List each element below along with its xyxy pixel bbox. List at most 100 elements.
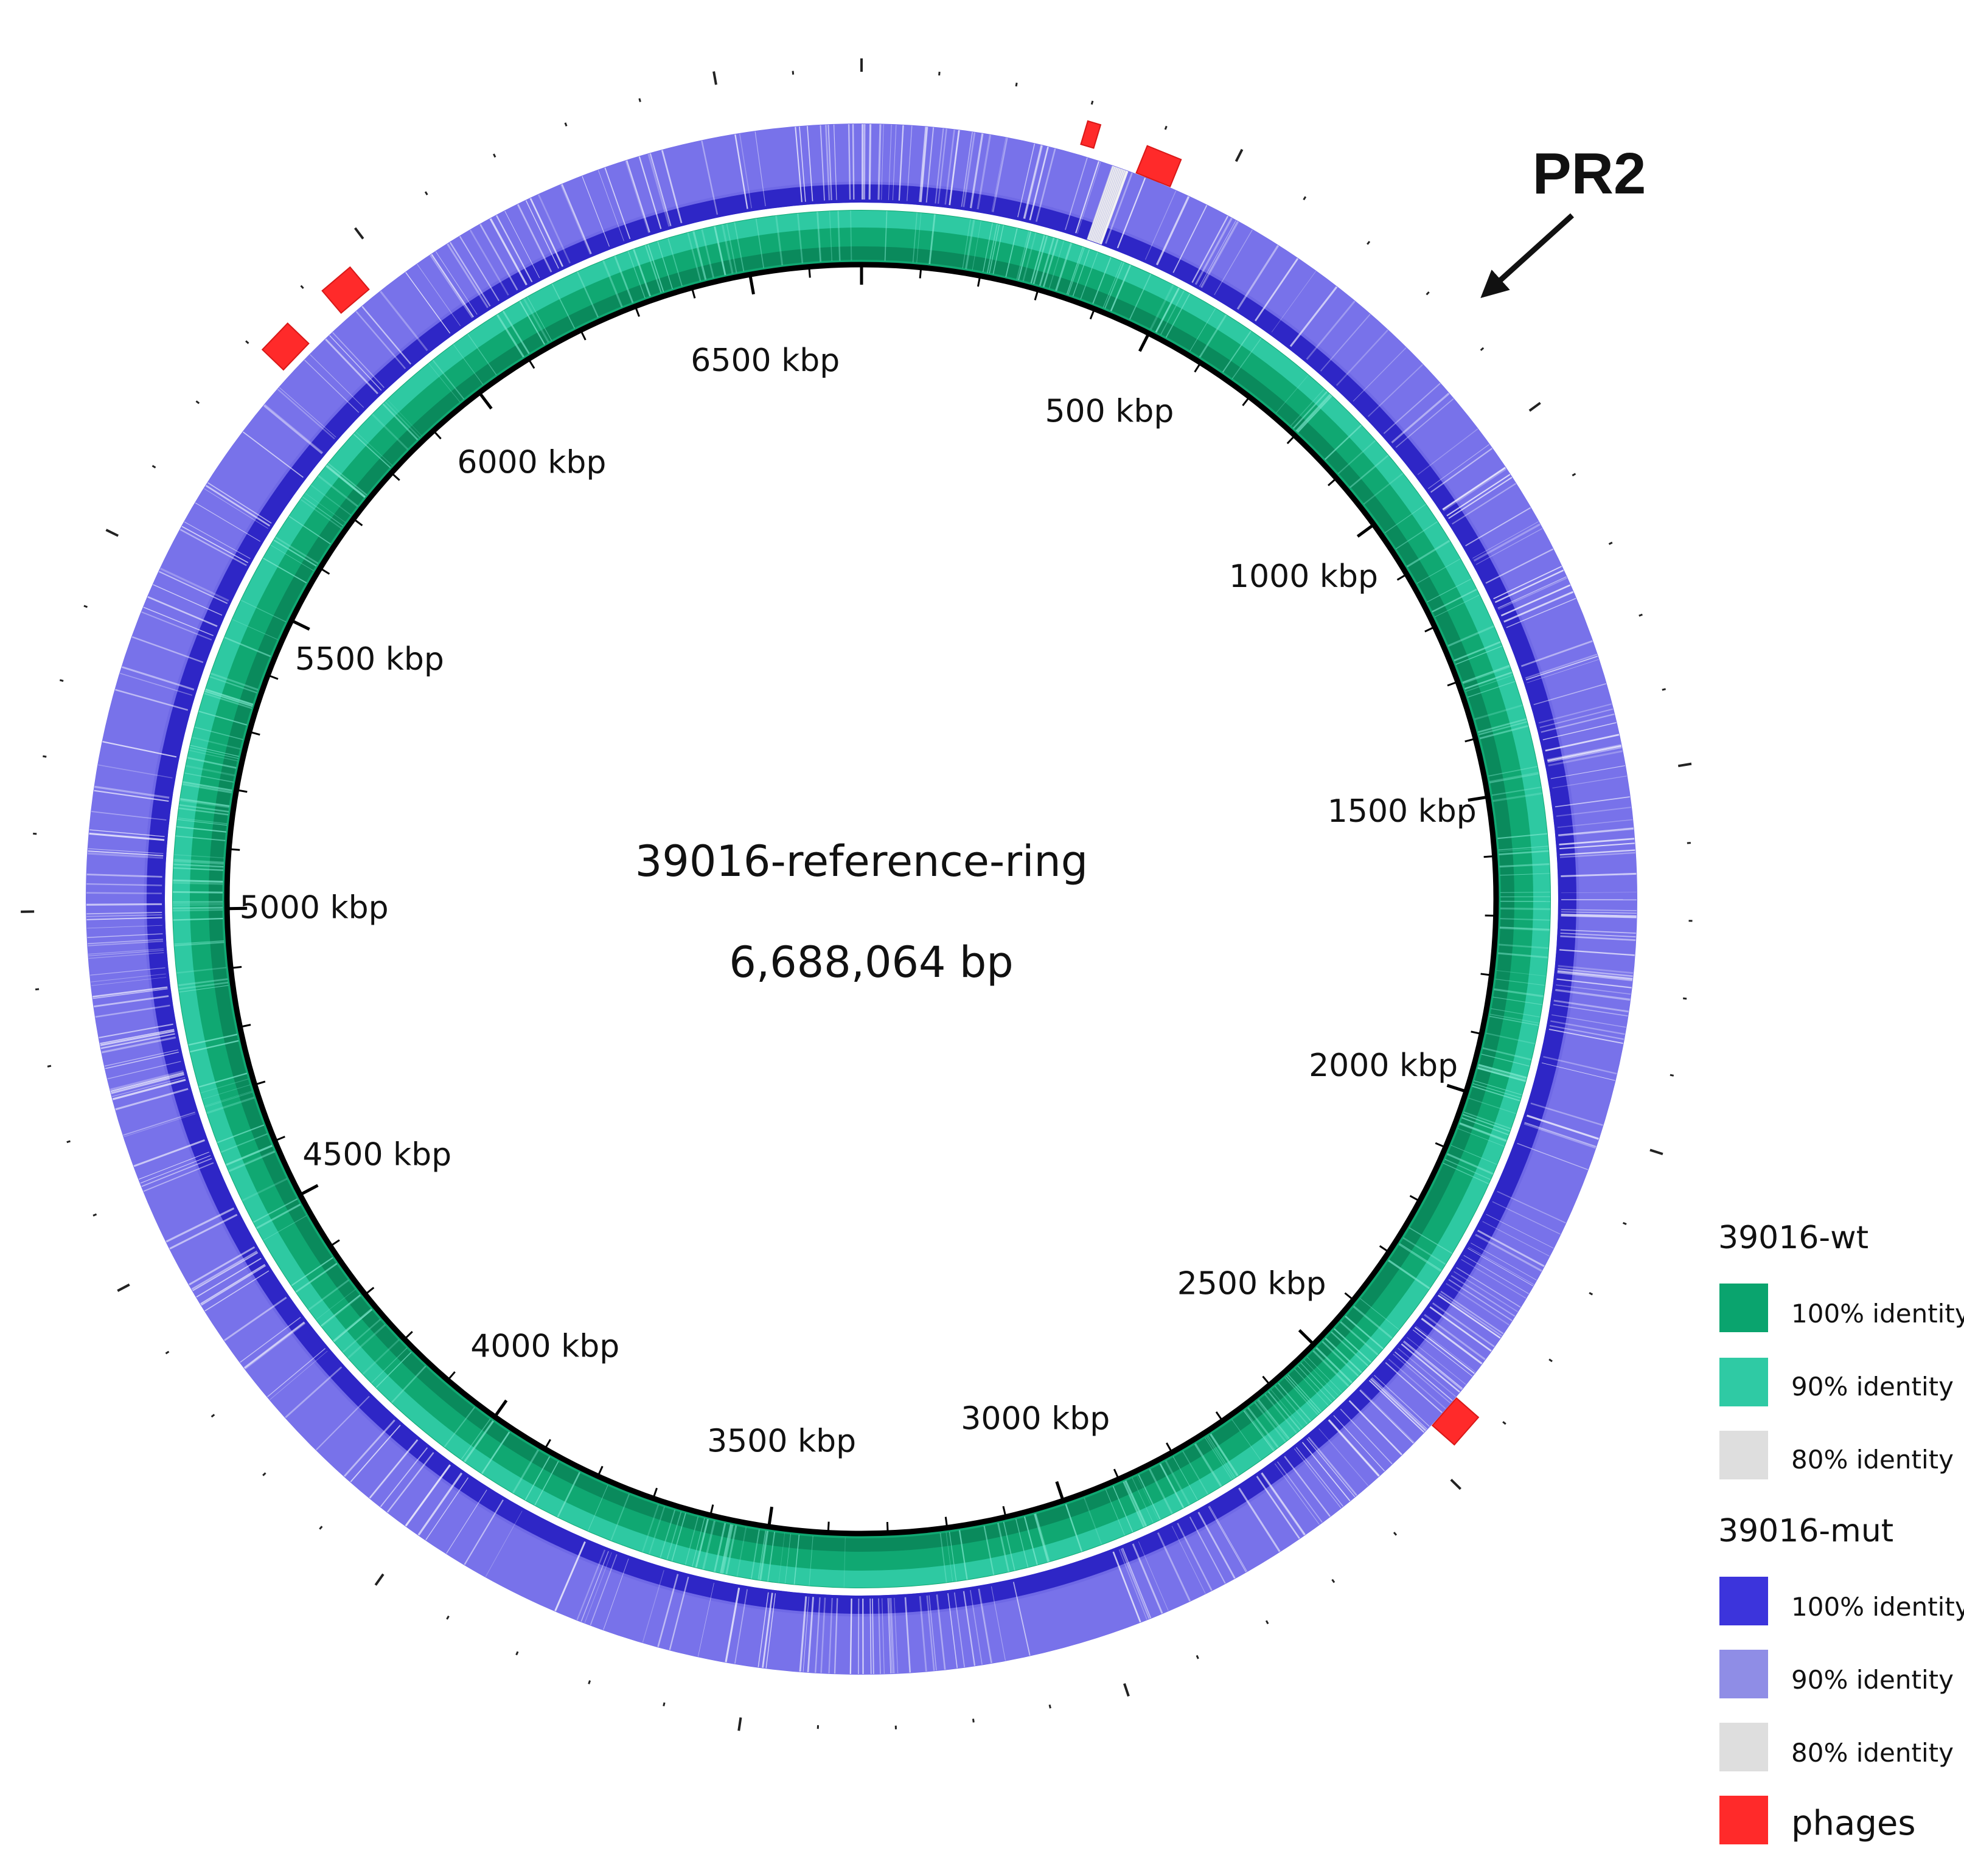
wt-texture-stripe [778,1533,785,1583]
wt-texture-stripe [464,1420,495,1462]
wt-texture-stripe [1210,1433,1239,1477]
wt-texture-stripe [461,1419,491,1460]
mut-texture-stripe [1442,467,1506,510]
mut-texture-stripe [1194,217,1233,285]
mut-texture-stripe [94,790,169,802]
wt-texture-stripe [785,1534,791,1584]
wt-texture-stripe [796,213,804,263]
wt-texture-stripe [1463,1114,1511,1132]
wt-texture-stripe [270,544,314,571]
mut-texture-stripe [112,1079,186,1100]
wt-texture-stripe [1454,641,1501,662]
mut-texture-stripe [417,1472,463,1536]
mut-texture-stripe [892,125,897,201]
mut-texture-stripe [449,241,491,307]
mut-texture-stripe [1395,398,1454,448]
minor-tick [1480,973,1492,976]
wt-texture-stripe [1124,1480,1147,1527]
wt-texture-stripe [204,692,252,709]
mut-texture-stripe [159,571,228,604]
mut-texture-stripe [937,128,947,204]
wt-texture-stripe [209,676,257,693]
minor-tick [1409,1195,1421,1202]
mut-texture-stripe [1524,1122,1597,1147]
mut-texture-stripe [1452,483,1516,525]
wt-texture-stripe [187,757,237,769]
mut-texture-stripe [1017,143,1036,218]
outer-tick [1303,196,1307,201]
wt-texture-stripe [1092,257,1112,304]
mut-texture-stripe [89,829,165,837]
mut-texture-stripe [88,950,164,956]
major-tick [1468,795,1488,802]
mut-texture-stripe [824,125,831,201]
minor-tick [691,287,696,299]
wt-texture-stripe [177,817,228,825]
mut-texture-stripe [485,1510,523,1577]
mut-texture-stripe [991,137,1006,212]
wt-texture-stripe [1129,274,1152,320]
mut-texture-stripe [91,973,166,982]
mut-texture-stripe [661,150,683,224]
mut-texture-stripe [350,1425,401,1482]
minor-tick [919,267,922,279]
mut-texture-stripe [91,811,167,821]
mut-texture-stripe [739,133,753,209]
wt-texture-stripe [1137,1475,1159,1521]
legend-wt-100-label: 100% identity [1791,1299,1964,1329]
outer-tick [1622,1221,1627,1225]
wt-texture-stripe [1444,1159,1491,1180]
mut-texture-stripe [1543,1055,1617,1075]
wt-texture-stripe [1500,873,1550,876]
outer-tick [165,1350,170,1355]
mut-texture-stripe [734,1589,748,1664]
mut-texture-stripe [978,1588,992,1664]
mut-texture-stripe [1256,1476,1300,1539]
mut-texture-stripe [94,995,169,1008]
wt-texture-stripe [333,1308,373,1343]
wt-texture-stripe [1395,521,1438,550]
mut-texture-stripe [240,1316,301,1363]
wt-texture-stripe [371,1347,408,1383]
wt-texture-stripe [263,557,307,583]
wt-texture-stripe [1492,792,1542,802]
mut-texture-stripe [1493,566,1562,600]
mut-texture-stripe [369,1439,419,1499]
mut-texture-stripe [647,153,670,227]
mut-texture-stripe [969,133,984,209]
mut-texture-stripe [807,1597,814,1673]
wt-texture-stripe [1189,308,1216,352]
wt-texture-stripe [1457,1128,1505,1147]
minor-tick [236,789,248,793]
mut-texture-stripe [124,1113,196,1138]
wt-texture-stripe [204,690,253,707]
mut-texture-stripe [1560,935,1636,941]
mut-texture-stripe [88,952,164,959]
mut-texture-stripe [1189,1516,1226,1584]
wt-texture-stripe [1398,1243,1441,1272]
wt-texture-stripe [660,1509,676,1558]
minor-tick [364,1287,375,1296]
minor-tick [1089,308,1096,320]
wt-texture-stripe [1447,1153,1494,1175]
mut-texture-stripe [1497,1190,1566,1224]
tick-label: 500 kbp [1045,394,1174,430]
mut-texture-stripe [848,124,851,200]
wt-texture-stripe [173,917,223,921]
mut-texture-stripe [799,127,806,202]
mut-texture-stripe [304,360,360,413]
genome-size: 6,688,064 bp [729,937,1013,987]
mut-texture-stripe [196,1257,262,1298]
wt-texture-stripe [220,1133,268,1153]
wt-texture-stripe [1499,850,1549,855]
wt-ring [172,210,1551,1588]
mut-texture-stripe [205,485,271,527]
mut-texture-stripe [386,1452,434,1513]
mut-texture-stripe [820,125,825,201]
mut-texture-stripe [525,200,559,269]
mut-texture-stripe [936,1594,946,1670]
wt-texture-stripe [1434,594,1480,617]
mut-texture-stripe [1468,1248,1534,1287]
wt-texture-stripe [302,496,344,527]
wt-texture-stripe [496,314,524,358]
